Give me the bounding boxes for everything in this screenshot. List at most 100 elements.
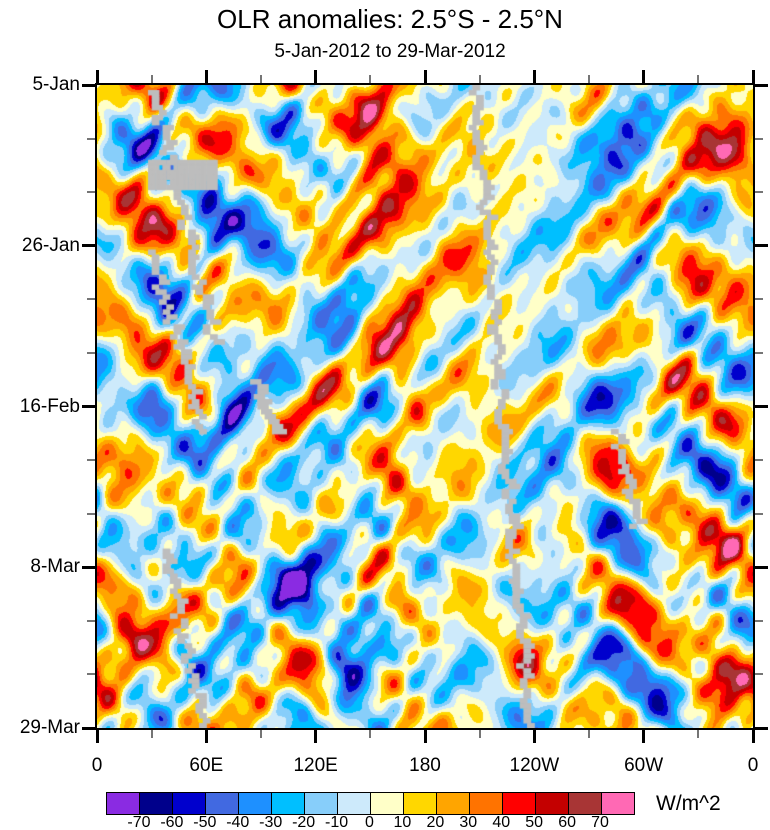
major-tick: [204, 730, 208, 743]
major-tick: [755, 244, 768, 248]
minor-tick: [755, 512, 763, 515]
major-tick: [642, 70, 646, 83]
colorbar-tick-label: -30: [259, 814, 283, 830]
colorbar-tick-label: 60: [558, 814, 577, 830]
major-tick: [751, 730, 755, 743]
major-tick: [755, 565, 768, 569]
colorbar-tick-label: -20: [292, 814, 316, 830]
colorbar-swatch: [173, 793, 206, 814]
major-tick: [423, 730, 427, 743]
x-tick-label: 180: [409, 755, 441, 776]
colorbar-units-label: W/m^2: [656, 792, 721, 815]
minor-tick: [87, 459, 95, 462]
major-tick: [204, 70, 208, 83]
x-tick-label: 120W: [509, 755, 560, 776]
major-tick: [95, 70, 99, 83]
major-tick: [95, 730, 99, 743]
hovmoller-field-canvas: [97, 85, 753, 728]
major-tick: [82, 726, 95, 730]
major-tick: [755, 83, 768, 87]
colorbar-tick-label: 10: [393, 814, 412, 830]
colorbar-tick-label: 30: [459, 814, 478, 830]
minor-tick: [369, 730, 372, 738]
minor-tick: [588, 75, 590, 83]
minor-tick: [755, 137, 763, 140]
colorbar-swatch: [107, 793, 140, 814]
x-tick-label: 120E: [293, 755, 338, 776]
colorbar-tick-label: -50: [193, 814, 217, 830]
minor-tick: [588, 730, 590, 738]
colorbar: [106, 792, 635, 815]
major-tick: [642, 730, 646, 743]
major-tick: [532, 70, 536, 83]
page-title: OLR anomalies: 2.5°S - 2.5°N: [217, 4, 563, 34]
colorbar-tick-label: -70: [127, 814, 151, 830]
x-tick-label: 0: [747, 755, 759, 776]
major-tick: [532, 730, 536, 743]
minor-tick: [755, 298, 763, 301]
minor-tick: [150, 75, 153, 83]
colorbar-swatch: [602, 793, 634, 814]
colorbar-tick-label: -60: [160, 814, 184, 830]
minor-tick: [755, 351, 763, 354]
y-tick-label: 26-Jan: [21, 234, 80, 256]
minor-tick: [697, 730, 700, 738]
colorbar-swatch: [338, 793, 371, 814]
colorbar-swatch: [503, 793, 536, 814]
colorbar-tick-label: 0: [365, 814, 374, 830]
major-tick: [82, 244, 95, 248]
colorbar-swatch: [305, 793, 338, 814]
minor-tick: [697, 75, 700, 83]
colorbar-tick-label: -10: [325, 814, 349, 830]
major-tick: [82, 565, 95, 569]
colorbar-swatch: [437, 793, 470, 814]
minor-tick: [87, 191, 95, 194]
colorbar-tick-label: 50: [525, 814, 544, 830]
major-tick: [82, 83, 95, 87]
colorbar-tick-label: -40: [226, 814, 250, 830]
y-tick-label: 29-Mar: [19, 717, 80, 738]
minor-tick: [150, 730, 153, 738]
major-tick: [314, 730, 318, 743]
major-tick: [82, 405, 95, 408]
minor-tick: [755, 191, 763, 194]
major-tick: [755, 405, 768, 408]
colorbar-swatch: [239, 793, 272, 814]
minor-tick: [87, 351, 95, 354]
minor-tick: [260, 75, 262, 83]
colorbar-swatch: [569, 793, 602, 814]
x-tick-label: 0: [91, 755, 103, 776]
colorbar-swatch: [404, 793, 437, 814]
minor-tick: [755, 619, 763, 622]
colorbar-swatch: [371, 793, 404, 814]
colorbar-swatch: [536, 793, 569, 814]
minor-tick: [87, 673, 95, 676]
page-subtitle: 5-Jan-2012 to 29-Mar-2012: [274, 41, 506, 62]
minor-tick: [87, 298, 95, 301]
major-tick: [314, 70, 318, 83]
y-tick-label: 16-Feb: [19, 395, 80, 417]
major-tick: [755, 726, 768, 730]
colorbar-tick-label: 20: [426, 814, 445, 830]
minor-tick: [755, 673, 763, 676]
colorbar-tick-label: 40: [492, 814, 511, 830]
colorbar-swatch: [206, 793, 239, 814]
x-tick-label: 60W: [624, 755, 664, 776]
colorbar-swatch: [140, 793, 173, 814]
major-tick: [751, 70, 755, 83]
colorbar-tick-label: 70: [591, 814, 609, 830]
colorbar-swatch: [470, 793, 503, 814]
minor-tick: [87, 137, 95, 140]
minor-tick: [478, 730, 481, 738]
minor-tick: [260, 730, 262, 738]
y-tick-label: 5-Jan: [32, 74, 80, 95]
minor-tick: [87, 512, 95, 515]
minor-tick: [87, 619, 95, 622]
minor-tick: [755, 459, 763, 462]
y-tick-label: 8-Mar: [30, 556, 80, 578]
minor-tick: [478, 75, 481, 83]
major-tick: [423, 70, 427, 83]
x-tick-label: 60E: [189, 755, 224, 776]
minor-tick: [369, 75, 372, 83]
